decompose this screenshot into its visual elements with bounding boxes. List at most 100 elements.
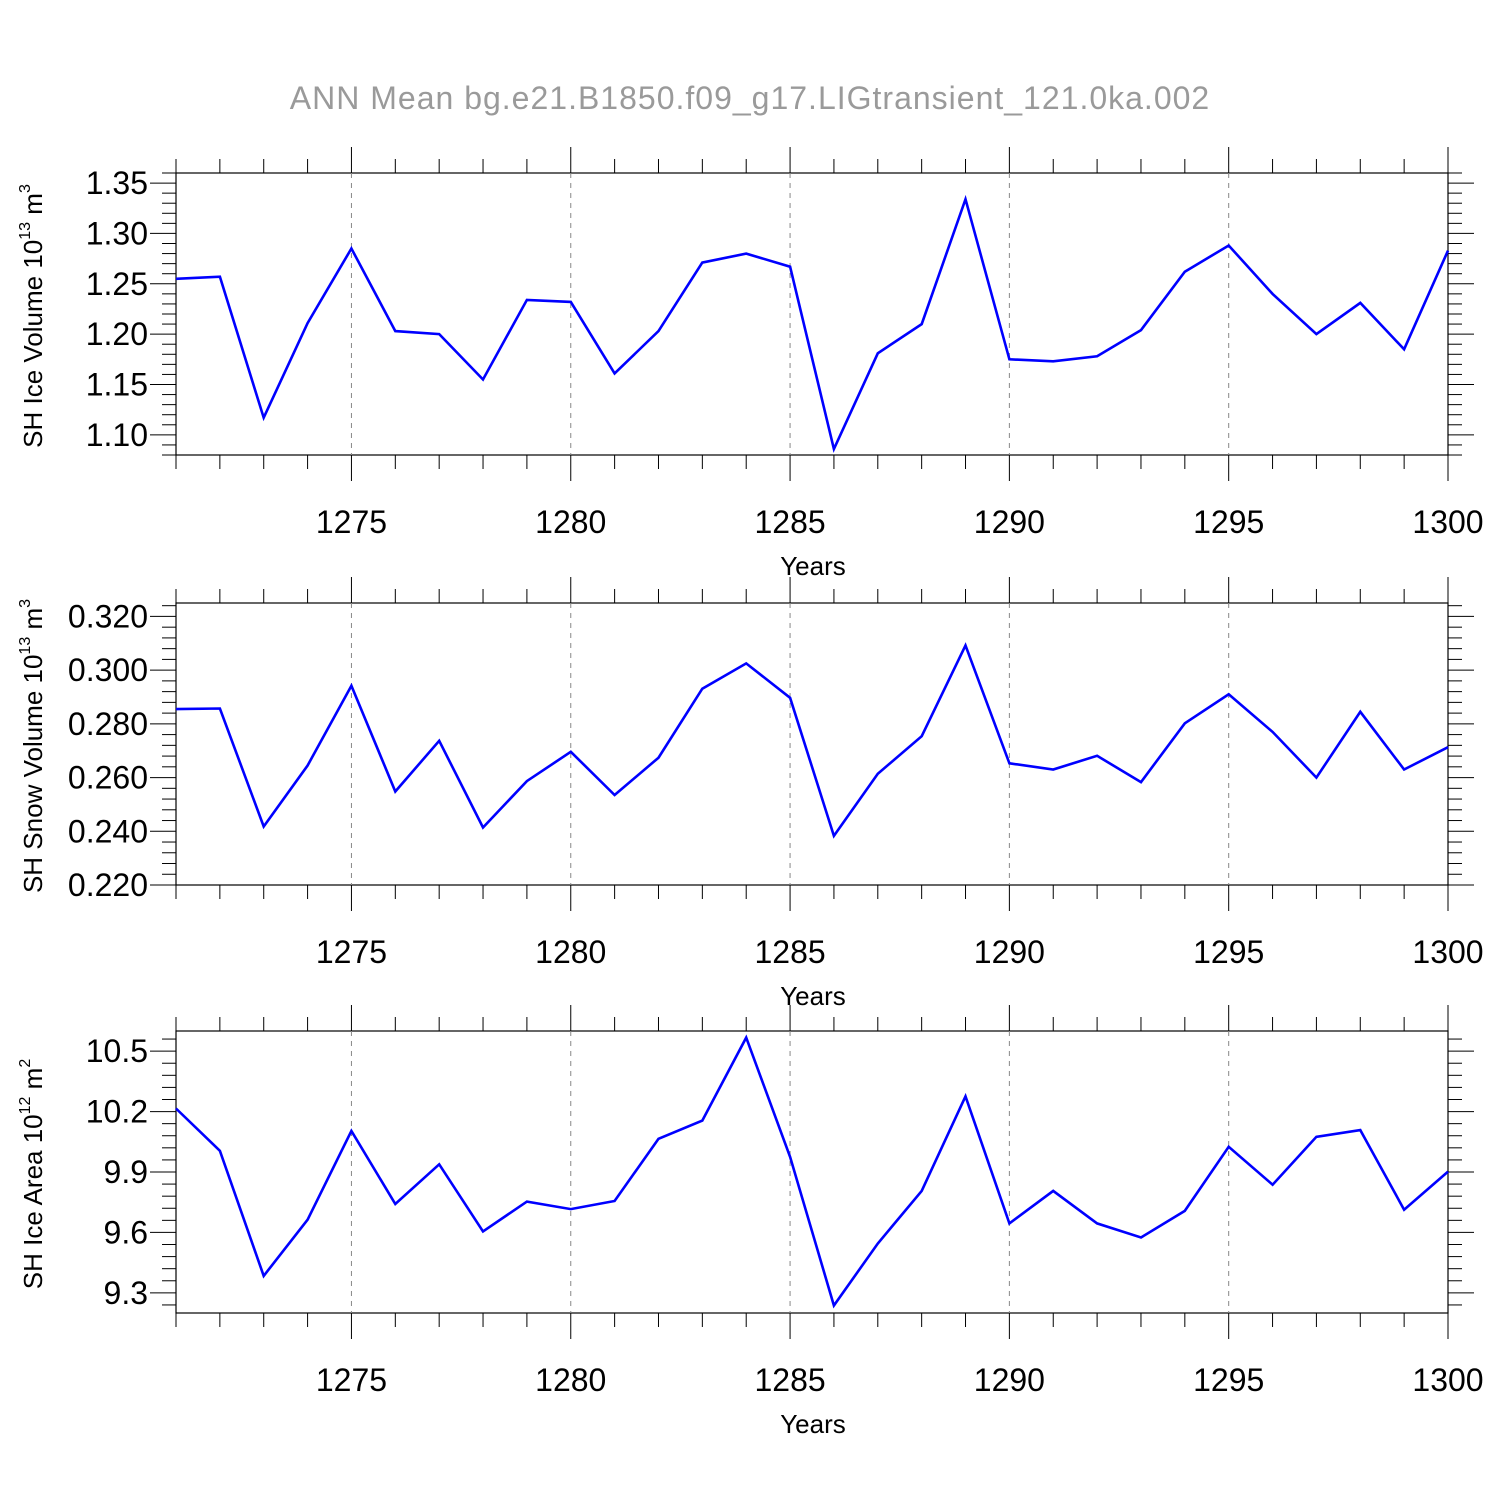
panel-snow-volume: 1275 1280 1285 1290 1295 1300 0.220 0.240 0.260 0… <box>17 577 1484 1011</box>
y-tick-label: 9.3 <box>104 1275 148 1311</box>
data-point <box>1227 244 1231 248</box>
data-point <box>481 826 485 830</box>
data-point <box>1007 357 1011 361</box>
data-point <box>306 321 310 325</box>
y-tick-label: 10.2 <box>86 1094 148 1130</box>
data-point <box>1314 776 1318 780</box>
x-tick-label: 1295 <box>1193 934 1264 970</box>
data-point <box>920 1189 924 1193</box>
y-tick-label: 0.260 <box>68 760 148 796</box>
data-point <box>1227 1145 1231 1149</box>
data-point <box>262 824 266 828</box>
y-axis-title: SH Ice Volume 1013 m3 <box>17 184 48 448</box>
y-tick-label: 9.9 <box>104 1154 148 1190</box>
data-point <box>920 322 924 326</box>
data-point <box>613 793 617 797</box>
data-point <box>832 1304 836 1308</box>
data-point <box>656 329 660 333</box>
x-tick-label: 1295 <box>1193 1362 1264 1398</box>
data-point <box>744 252 748 256</box>
data-point <box>349 1129 353 1133</box>
data-point <box>1271 730 1275 734</box>
x-tick-label: 1290 <box>974 934 1045 970</box>
y-tick-label: 1.30 <box>86 215 148 251</box>
data-point <box>481 377 485 381</box>
data-point <box>218 707 222 711</box>
data-point <box>437 1162 441 1166</box>
y-tick-label: 1.35 <box>86 165 148 201</box>
data-point <box>964 643 968 647</box>
x-tick-label: 1275 <box>316 934 387 970</box>
x-axis-title: Years <box>780 551 846 581</box>
data-point <box>788 1155 792 1159</box>
data-point <box>1051 768 1055 772</box>
data-point <box>920 734 924 738</box>
data-point <box>964 197 968 201</box>
y-tick-label: 0.280 <box>68 706 148 742</box>
x-tick-label: 1275 <box>316 504 387 540</box>
data-point <box>174 707 178 711</box>
plot-frame <box>175 172 1449 456</box>
data-point <box>1402 1208 1406 1212</box>
panel-ice-volume: 1275 1280 1285 1290 1295 1300 1.10 1.15 1.20 1.25… <box>17 147 1484 581</box>
x-tick-label: 1280 <box>535 934 606 970</box>
data-point <box>218 1149 222 1153</box>
data-point <box>1139 1235 1143 1239</box>
data-point <box>174 1107 178 1111</box>
y-tick-label: 10.5 <box>86 1033 148 1069</box>
series-line <box>175 1034 1449 1309</box>
data-point <box>525 1200 529 1204</box>
panel-ice-area: 1275 1280 1285 1290 1295 1300 9.3 9.6 9.9 10.2 10.… <box>17 1005 1484 1439</box>
x-tick-label: 1275 <box>316 1362 387 1398</box>
data-point <box>613 371 617 375</box>
data-point <box>1095 354 1099 358</box>
x-axis-title: Years <box>780 1409 846 1439</box>
data-point <box>1446 745 1450 749</box>
y-tick-label: 1.15 <box>86 367 148 403</box>
data-point <box>349 247 353 251</box>
x-tick-label: 1300 <box>1412 504 1483 540</box>
x-tick-label: 1285 <box>754 504 825 540</box>
data-point <box>1139 780 1143 784</box>
data-point <box>744 1036 748 1040</box>
y-tick-label: 1.25 <box>86 266 148 302</box>
data-point <box>1007 1221 1011 1225</box>
data-point <box>1358 301 1362 305</box>
data-point <box>481 1229 485 1233</box>
data-point <box>306 763 310 767</box>
data-point <box>393 329 397 333</box>
data-point <box>1358 710 1362 714</box>
x-tick-label: 1295 <box>1193 504 1264 540</box>
data-point <box>393 790 397 794</box>
x-tick-label: 1280 <box>535 1362 606 1398</box>
data-point <box>525 298 529 302</box>
data-point <box>744 661 748 665</box>
data-point <box>1051 359 1055 363</box>
data-point <box>700 687 704 691</box>
data-point <box>613 1199 617 1203</box>
data-point <box>393 1202 397 1206</box>
data-point <box>656 756 660 760</box>
data-point <box>876 772 880 776</box>
y-axis-title: SH Ice Area 1012 m2 <box>17 1059 48 1290</box>
data-point <box>1183 721 1187 725</box>
data-point <box>437 739 441 743</box>
data-point <box>1007 761 1011 765</box>
data-point <box>1402 768 1406 772</box>
data-point <box>1358 1128 1362 1132</box>
data-point <box>174 277 178 281</box>
data-point <box>700 261 704 265</box>
data-point <box>700 1119 704 1123</box>
data-point <box>1446 249 1450 253</box>
data-point <box>262 1274 266 1278</box>
y-tick-label: 1.10 <box>86 417 148 453</box>
data-point <box>569 750 573 754</box>
data-point <box>876 351 880 355</box>
data-point <box>876 1242 880 1246</box>
data-point <box>964 1094 968 1098</box>
data-point <box>1139 328 1143 332</box>
x-axis-title: Years <box>780 981 846 1011</box>
y-tick-label: 0.220 <box>68 867 148 903</box>
data-point <box>1095 754 1099 758</box>
